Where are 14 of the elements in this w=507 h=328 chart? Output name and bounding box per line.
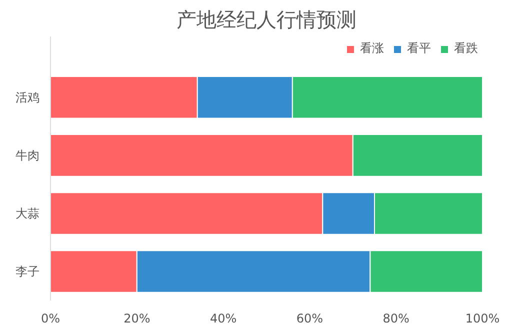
legend-label: 看跌	[454, 40, 478, 57]
chart-title: 产地经纪人行情预测	[176, 8, 356, 32]
legend-label: 看平	[407, 40, 431, 57]
x-tick-label: 60%	[296, 312, 324, 326]
x-tick-label: 20%	[124, 312, 150, 326]
legend-label: 看涨	[360, 40, 384, 57]
y-tick-label: 牛肉	[16, 148, 40, 162]
x-tick-label: 100%	[465, 312, 500, 326]
x-tick-label: 0%	[40, 312, 60, 326]
y-tick-label: 活鸡	[16, 90, 40, 104]
x-tick-label: 80%	[382, 312, 410, 326]
x-tick-label: 40%	[210, 312, 237, 326]
y-tick-label: 李子	[16, 264, 40, 278]
y-tick-label: 大蒜	[16, 206, 40, 220]
